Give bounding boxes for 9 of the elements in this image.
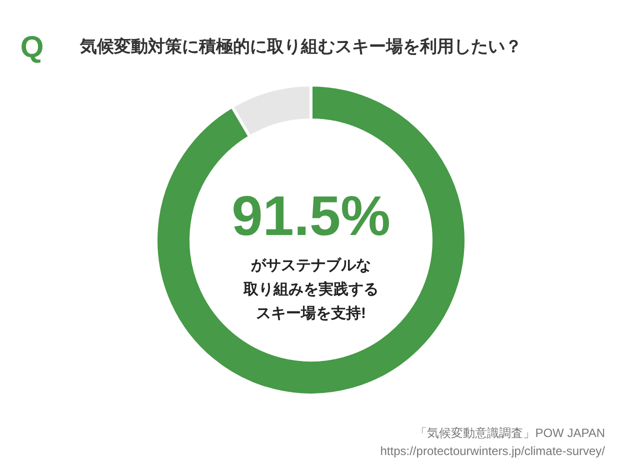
text: 取り組みを実践する xyxy=(242,280,378,298)
text: スキー場を支持! xyxy=(256,305,366,322)
chart-title: 気候変動対策に積極的に取り組むスキー場を利用したい？ xyxy=(79,37,522,56)
text: がサステナブルな xyxy=(250,257,371,274)
data-label: 91.5% xyxy=(232,184,390,247)
text: Q xyxy=(20,31,44,64)
text: https://protectourwinters.jp/climate-survey/ xyxy=(380,444,606,458)
text: 「気候変動意識調査」POW JAPAN xyxy=(415,426,605,440)
donut-slice xyxy=(154,84,468,396)
